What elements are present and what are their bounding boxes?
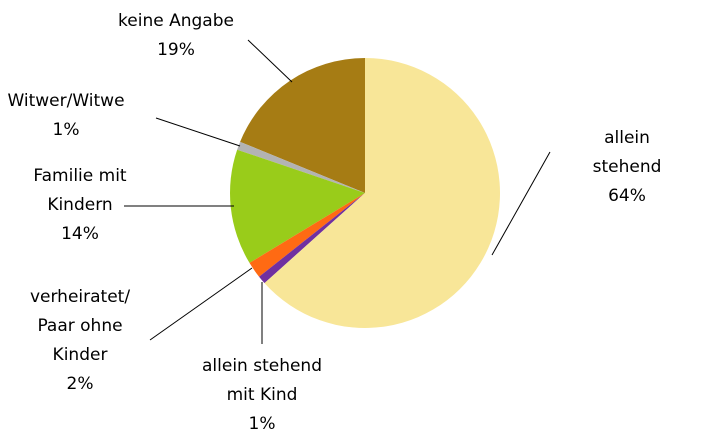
leader-line xyxy=(149,267,253,341)
slice-label: allein stehend mit Kind 1% xyxy=(202,352,322,439)
pie-slice xyxy=(249,193,365,277)
slice-label: allein stehend 64% xyxy=(588,124,667,211)
value-label: 19% xyxy=(157,40,195,60)
slice-label: keine Angabe 19% xyxy=(118,7,234,65)
category-label: allein stehend mit Kind xyxy=(201,356,323,405)
category-label: Familie mit Kindern xyxy=(33,166,127,215)
category-label: allein stehend xyxy=(592,128,662,177)
leader-line xyxy=(155,117,241,147)
leader-line xyxy=(491,151,551,256)
leader-line xyxy=(247,39,293,83)
pie-slice xyxy=(237,141,365,193)
slice-label: Witwer/Witwe 1% xyxy=(7,87,124,145)
value-label: 1% xyxy=(52,120,80,140)
slice-label: Familie mit Kindern 14% xyxy=(33,162,126,249)
value-label: 64% xyxy=(608,186,646,206)
pie-slice xyxy=(264,58,500,328)
value-label: 2% xyxy=(66,374,94,394)
value-label: 1% xyxy=(248,414,276,434)
value-label: 14% xyxy=(61,224,99,244)
slice-label: verheiratet/ Paar ohne Kinder 2% xyxy=(30,283,130,399)
pie-slice xyxy=(240,57,365,193)
pie-slice xyxy=(229,149,365,263)
category-label: verheiratet/ Paar ohne Kinder xyxy=(29,287,131,365)
category-label: Witwer/Witwe xyxy=(7,91,125,111)
category-label: keine Angabe xyxy=(118,11,234,31)
pie-slice xyxy=(259,193,365,284)
